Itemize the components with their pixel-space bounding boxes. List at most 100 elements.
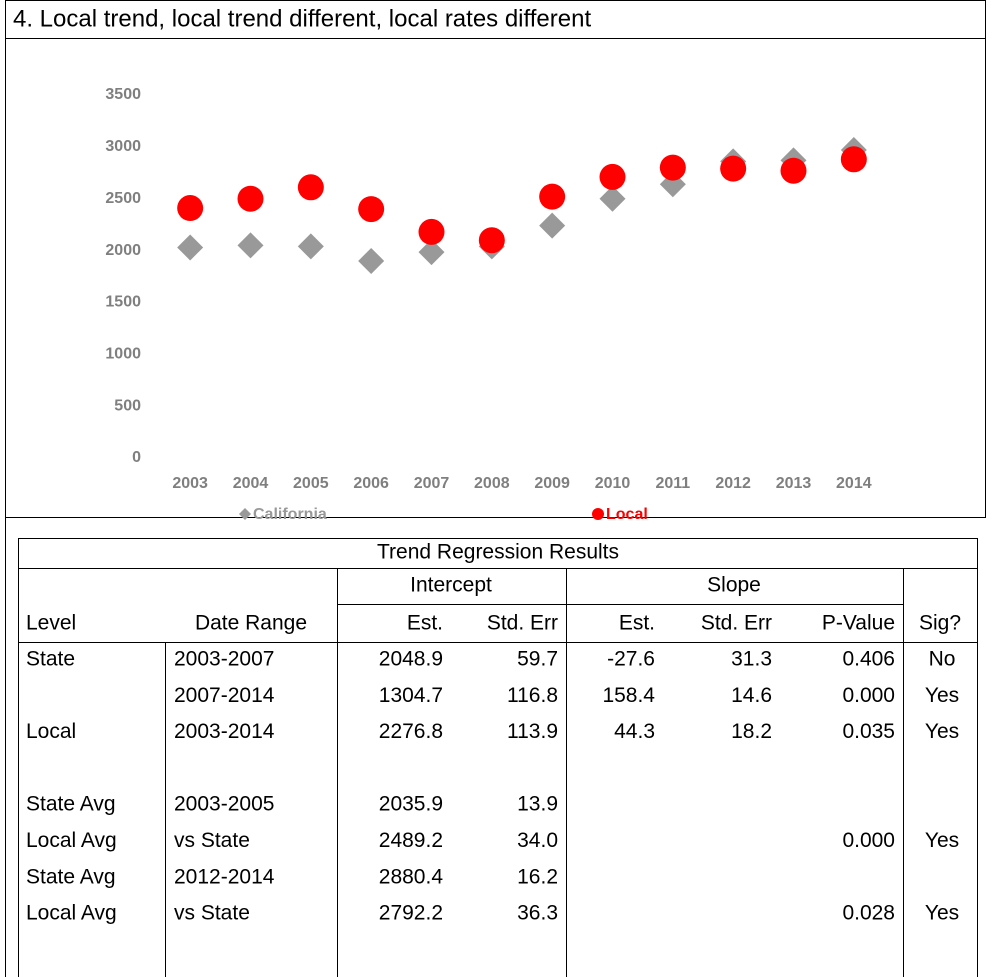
column-header: Level [26, 612, 76, 635]
x-tick-label: 2006 [353, 475, 389, 492]
table-cell: Local [26, 720, 76, 743]
table-cell: 0.000 [842, 829, 895, 852]
table-cell: 2003-2007 [174, 648, 274, 671]
legend-label: Local [606, 506, 648, 523]
legend-label: California [253, 506, 327, 523]
x-tick-label: 2005 [293, 475, 329, 492]
y-tick-label: 3500 [105, 86, 141, 103]
group-header: Slope [707, 574, 761, 597]
point [358, 196, 385, 223]
point [237, 185, 264, 212]
table-cell: 0.035 [842, 720, 895, 743]
table-cell: 0.406 [842, 648, 895, 671]
y-tick-label: 1000 [105, 346, 141, 363]
table-cell: 2880.4 [379, 865, 444, 888]
point [840, 146, 867, 173]
x-tick-label: 2004 [233, 475, 269, 492]
table-cell: 2007-2014 [174, 684, 275, 707]
x-tick-label: 2011 [655, 475, 690, 492]
table-cell: 14.6 [731, 684, 772, 707]
legend-marker [239, 508, 251, 520]
table-cell: Local Avg [26, 829, 117, 852]
x-tick-label: 2012 [715, 475, 751, 492]
legend-marker [592, 508, 604, 520]
table-cell: vs State [174, 902, 250, 925]
table-cell: Yes [925, 902, 959, 925]
table-cell: State Avg [26, 865, 116, 888]
x-tick-label: 2008 [474, 475, 510, 492]
point [237, 232, 264, 259]
table-cell: Yes [925, 684, 959, 707]
x-tick-label: 2010 [595, 475, 631, 492]
table-cell: 0.028 [842, 902, 895, 925]
point [599, 163, 626, 190]
point [539, 183, 566, 210]
column-header: P-Value [822, 612, 895, 635]
table-cell: 1304.7 [379, 684, 443, 707]
column-header: Sig? [919, 612, 961, 635]
column-header: Std. Err [701, 612, 772, 635]
table-cell: 2012-2014 [174, 865, 275, 888]
table-cell: -27.6 [607, 648, 655, 671]
point [478, 227, 505, 254]
table-frame [5, 517, 978, 977]
x-tick-label: 2014 [836, 475, 872, 492]
y-tick-label: 1500 [105, 294, 141, 311]
column-header: Std. Err [487, 612, 558, 635]
column-header: Est. [619, 612, 655, 635]
point [177, 195, 204, 222]
table-cell: Yes [925, 720, 959, 743]
x-tick-label: 2003 [172, 475, 208, 492]
point [177, 234, 204, 261]
table-cell: 158.4 [602, 684, 655, 707]
table-cell: State Avg [26, 793, 116, 816]
table-cell: 36.3 [517, 902, 558, 925]
table-cell: State [26, 648, 75, 671]
table-cell: 13.9 [517, 793, 558, 816]
table-cell: Local Avg [26, 902, 117, 925]
y-tick-label: 0 [132, 449, 141, 466]
table-cell: 2003-2014 [174, 720, 275, 743]
table-cell: 2035.9 [379, 793, 443, 816]
table-cell: 116.8 [507, 684, 558, 707]
table-cell: 44.3 [614, 720, 655, 743]
x-tick-label: 2009 [534, 475, 570, 492]
table-cell: No [929, 648, 956, 671]
table-cell: 2792.2 [379, 902, 443, 925]
chart-frame [5, 0, 986, 518]
y-tick-label: 3000 [105, 138, 141, 155]
table-cell: 2048.9 [379, 648, 443, 671]
point [418, 239, 445, 266]
point [297, 233, 324, 260]
table-cell: vs State [174, 829, 250, 852]
table-cell: Yes [925, 829, 959, 852]
point [720, 155, 747, 182]
table-cell: 16.2 [517, 865, 558, 888]
column-header: Est. [407, 612, 443, 635]
table-cell: 2003-2005 [174, 793, 274, 816]
point [539, 212, 566, 239]
column-header: Date Range [195, 612, 307, 635]
table-cell: 113.9 [507, 720, 558, 743]
x-tick-label: 2013 [776, 475, 812, 492]
group-header: Intercept [410, 574, 492, 597]
point [297, 174, 324, 201]
point [599, 185, 626, 212]
table-cell: 2489.2 [379, 829, 443, 852]
table-cell: 0.000 [842, 684, 895, 707]
chart-title: 4. Local trend, local trend different, l… [13, 5, 591, 32]
table-title: Trend Regression Results [377, 541, 619, 564]
point [659, 154, 686, 181]
table-cell: 31.3 [731, 648, 772, 671]
table-cell: 2276.8 [379, 720, 443, 743]
table-cell: 34.0 [517, 829, 558, 852]
point [358, 247, 385, 274]
y-tick-label: 2500 [105, 190, 141, 207]
table-cell: 59.7 [517, 648, 558, 671]
point [418, 218, 445, 245]
table-cell: 18.2 [731, 720, 772, 743]
x-tick-label: 2007 [414, 475, 450, 492]
y-tick-label: 2000 [105, 242, 141, 259]
